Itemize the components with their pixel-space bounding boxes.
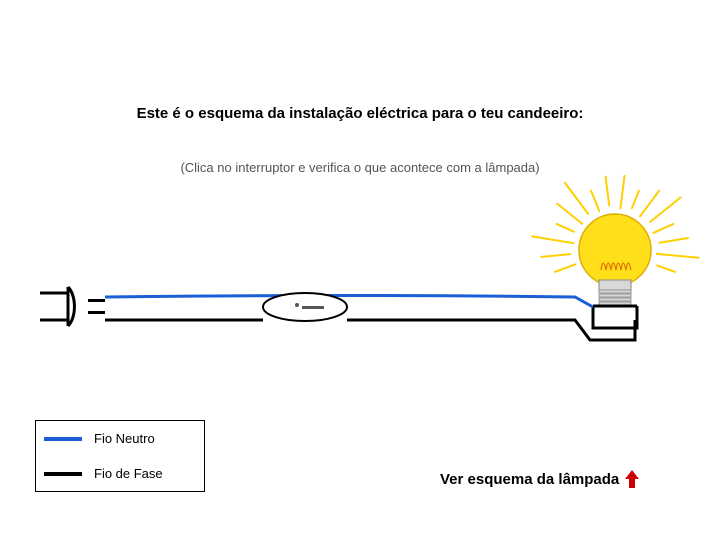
- legend-row-phase: Fio de Fase: [36, 456, 204, 491]
- instruction-text: (Clica no interruptor e verifica o que a…: [0, 160, 720, 175]
- legend-box: Fio Neutro Fio de Fase: [35, 420, 205, 492]
- link-label: Ver esquema da lâmpada: [440, 471, 619, 488]
- view-lamp-schema-link[interactable]: Ver esquema da lâmpada: [440, 470, 639, 488]
- legend-swatch-neutral: [44, 437, 82, 441]
- legend-label-phase: Fio de Fase: [94, 466, 163, 481]
- bulb-icon: [579, 214, 651, 286]
- page-title: Este é o esquema da instalação eléctrica…: [0, 105, 720, 122]
- phase-wire: [105, 320, 635, 340]
- plug-icon: [40, 287, 105, 326]
- circuit-diagram: [0, 175, 720, 385]
- neutral-wire: [105, 296, 593, 308]
- arrow-up-icon: [625, 470, 639, 488]
- legend-swatch-phase: [44, 472, 82, 476]
- legend-label-neutral: Fio Neutro: [94, 431, 155, 446]
- legend-row-neutral: Fio Neutro: [36, 421, 204, 456]
